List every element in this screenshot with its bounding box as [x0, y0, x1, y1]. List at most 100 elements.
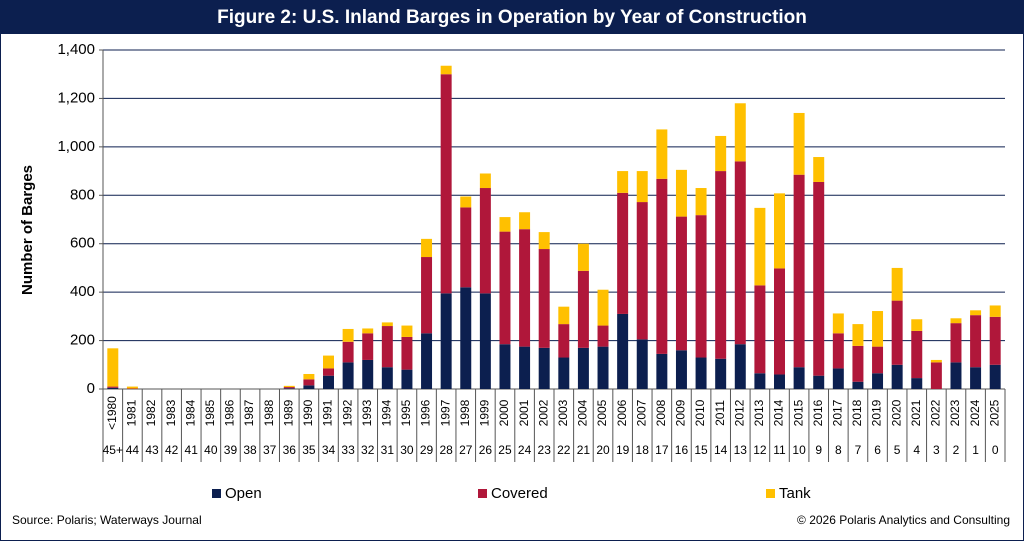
bar-segment	[734, 344, 746, 389]
bar-segment	[911, 319, 923, 331]
x-tick-label: 2010	[693, 399, 707, 426]
x-tick-label: 1999	[478, 399, 492, 426]
bar-segment	[597, 325, 609, 347]
x-tick-label: 1992	[340, 399, 354, 426]
x-tick-label: 2021	[909, 399, 923, 426]
y-axis-title: Number of Barges	[19, 165, 36, 295]
age-label: 32	[361, 443, 375, 457]
age-label: 39	[224, 443, 238, 457]
age-label: 29	[420, 443, 434, 457]
age-label: 36	[283, 443, 297, 457]
bar-segment	[381, 326, 393, 368]
x-tick-label: 1984	[183, 399, 197, 426]
bar-segment	[460, 287, 472, 389]
title-bar	[0, 0, 1024, 34]
bar-segment	[577, 243, 589, 271]
x-tick-label: 1986	[223, 399, 237, 426]
bar-segment	[891, 267, 903, 301]
age-label: 41	[185, 443, 199, 457]
bar-segment	[362, 359, 374, 389]
x-tick-label: 2005	[595, 399, 609, 426]
bar-segment	[323, 375, 334, 389]
age-label: 40	[204, 443, 218, 457]
x-tick-label: 2013	[752, 399, 766, 426]
x-tick-label: 2017	[830, 399, 844, 426]
bar-segment	[381, 322, 393, 327]
bar-segment	[342, 362, 354, 389]
age-label: 43	[145, 443, 159, 457]
bar-segment	[970, 310, 982, 316]
bar-segment	[126, 386, 138, 389]
bar-segment	[636, 339, 648, 389]
chart-title: Figure 2: U.S. Inland Barges in Operatio…	[217, 7, 807, 28]
bar-segment	[381, 367, 393, 389]
bar-segment	[675, 216, 687, 351]
bar-segment	[538, 347, 550, 389]
x-tick-label: 1995	[399, 399, 413, 426]
bar-segment	[617, 171, 629, 193]
bar-segment	[970, 315, 982, 368]
bar-segment	[597, 289, 609, 326]
x-tick-label: 1981	[125, 399, 139, 426]
bar-segment	[421, 333, 433, 389]
bar-segment	[891, 300, 903, 365]
bar-segment	[832, 333, 844, 369]
bar-segment	[754, 373, 766, 389]
bar-segment	[362, 333, 374, 360]
bar-segment	[930, 359, 942, 363]
bar-segment	[303, 385, 315, 389]
bar-segment	[519, 212, 531, 230]
age-label: 13	[734, 443, 748, 457]
bar-segment	[832, 368, 844, 389]
copyright: © 2026 Polaris Analytics and Consulting	[797, 513, 1010, 527]
age-label: 11	[773, 443, 786, 457]
bar-segment	[499, 217, 511, 232]
x-tick-label: 2003	[556, 399, 570, 426]
bar-segment	[519, 229, 531, 347]
bar-segment	[695, 215, 707, 358]
bar-segment	[401, 369, 413, 389]
x-tick-label: 1985	[203, 399, 217, 426]
legend-swatch	[212, 489, 221, 498]
bar-segment	[872, 373, 884, 389]
x-tick-label: 1989	[281, 399, 295, 426]
x-tick-label: 2022	[929, 399, 943, 426]
age-label: 5	[894, 443, 901, 457]
bar-segment	[617, 313, 629, 389]
x-tick-label: 2023	[948, 399, 962, 426]
bar-segment	[813, 181, 825, 376]
bar-segment	[989, 316, 1001, 365]
age-label: 1	[972, 443, 979, 457]
bar-segment	[734, 103, 746, 162]
x-tick-label: 2012	[732, 399, 746, 426]
bar-segment	[832, 313, 844, 334]
x-tick-label: 1997	[438, 399, 452, 426]
bar-segment	[577, 347, 589, 389]
bar-segment	[656, 129, 668, 179]
y-tick-label: 0	[87, 380, 95, 397]
x-tick-label: 2004	[576, 399, 590, 426]
bar-segment	[440, 293, 452, 389]
x-tick-label: 2002	[536, 399, 550, 426]
bar-segment	[323, 368, 334, 376]
age-label: 31	[381, 443, 395, 457]
x-tick-label: 2001	[517, 399, 531, 426]
x-tick-label: 2020	[889, 399, 903, 426]
x-tick-label: 2025	[987, 399, 1001, 426]
bar-segment	[362, 328, 374, 334]
bar-segment	[440, 65, 452, 75]
bar-segment	[734, 161, 746, 345]
x-tick-label: 1990	[301, 399, 315, 426]
x-tick-label: 1987	[242, 399, 256, 426]
x-tick-label: 2009	[674, 399, 688, 426]
age-label: 24	[518, 443, 532, 457]
bar-segment	[107, 387, 119, 389]
source: Source: Polaris; Waterways Journal	[12, 513, 202, 527]
age-label: 0	[992, 443, 999, 457]
x-tick-label: 1983	[164, 399, 178, 426]
bar-segment	[577, 270, 589, 348]
y-tick-label: 600	[70, 235, 95, 252]
legend-swatch	[478, 489, 487, 498]
age-label: 38	[243, 443, 257, 457]
